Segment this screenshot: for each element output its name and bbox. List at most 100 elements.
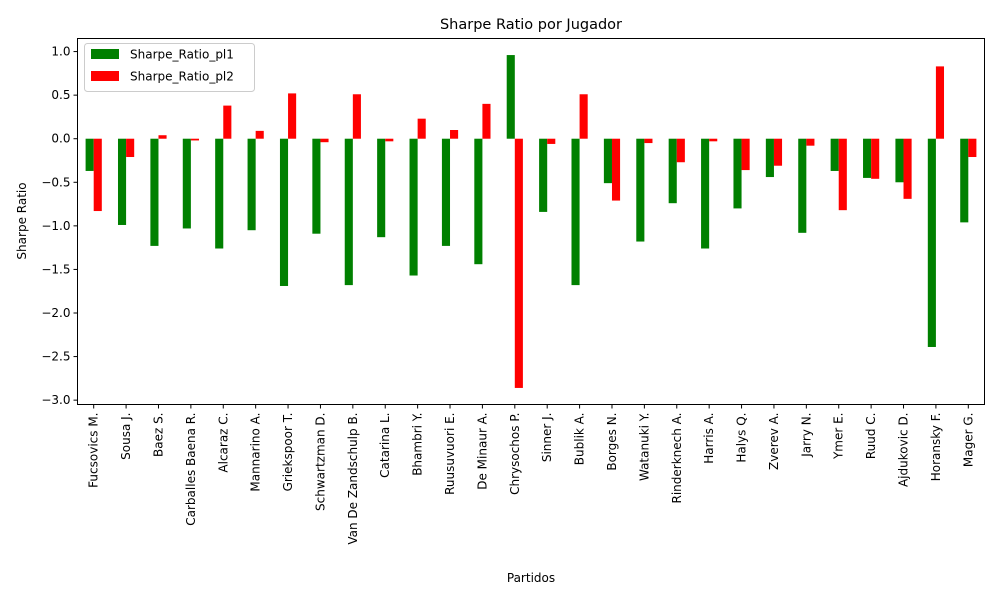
legend-label-1: Sharpe_Ratio_pl1: [130, 48, 234, 62]
chart-title: Sharpe Ratio por Jugador: [440, 17, 622, 33]
bar-1-2: [117, 138, 127, 225]
bar-1-24: [830, 138, 839, 171]
bar-2-4: [190, 138, 199, 141]
plot-frame: [77, 38, 985, 405]
y-tick-label-5: −1.0: [41, 219, 70, 233]
bar-2-14: [514, 138, 523, 388]
bar-2-17: [611, 138, 621, 201]
legend: Sharpe_Ratio_pl1 Sharpe_Ratio_pl2: [84, 43, 255, 92]
bar-1-8: [312, 138, 321, 234]
x-tick-label-12: Ruusuvuori E.: [443, 413, 457, 495]
bar-2-8: [320, 138, 329, 143]
bar-1-9: [344, 138, 353, 286]
y-tick-label-4: −0.5: [41, 175, 70, 189]
y-tick-label-3: 0.0: [51, 132, 70, 146]
bar-1-26: [895, 138, 904, 183]
bar-2-25: [871, 138, 880, 179]
bar-1-7: [279, 138, 289, 286]
x-tick-label-7: Griekspoor T.: [281, 413, 295, 492]
bar-1-11: [409, 138, 418, 276]
bar-1-12: [441, 138, 451, 246]
bar-2-28: [968, 138, 977, 158]
bar-1-1: [85, 138, 94, 171]
x-tick-label-14: Chrysochos P.: [508, 413, 522, 495]
x-tick-label-21: Halys Q.: [735, 413, 749, 463]
y-tick-label-8: −2.5: [41, 350, 70, 364]
bar-1-28: [960, 138, 969, 223]
x-tick-label-18: Watanuki Y.: [637, 413, 651, 482]
x-tick-label-3: Baez S.: [151, 413, 165, 458]
bar-1-27: [927, 138, 936, 347]
x-tick-label-6: Mannarino A.: [249, 413, 263, 492]
x-tick-label-19: Rinderknech A.: [670, 413, 684, 504]
bar-2-24: [838, 138, 847, 211]
bar-1-13: [474, 138, 483, 265]
bar-2-23: [806, 138, 815, 146]
y-tick-label-2: 0.5: [51, 88, 70, 102]
bar-1-3: [150, 138, 159, 246]
legend-swatch-1: [91, 49, 119, 59]
x-tick-label-25: Ruud C.: [864, 413, 878, 460]
bar-2-22: [773, 138, 783, 166]
bar-2-15: [547, 138, 556, 144]
bar-1-16: [571, 138, 580, 286]
bar-1-5: [215, 138, 224, 249]
y-tick-label-1: 1.0: [51, 45, 70, 59]
bar-2-7: [288, 93, 297, 139]
bar-2-18: [644, 138, 653, 144]
bar-1-4: [182, 138, 191, 229]
bar-2-9: [352, 94, 361, 139]
bar-2-10: [385, 138, 394, 142]
bar-1-23: [798, 138, 807, 233]
bar-1-14: [506, 55, 515, 139]
x-tick-label-26: Ajdukovic D.: [897, 413, 911, 488]
y-tick-label-9: −3.0: [41, 393, 70, 407]
x-tick-label-9: Van De Zandschulp B.: [346, 413, 360, 545]
x-tick-label-24: Ymer E.: [832, 413, 846, 461]
bar-1-18: [636, 138, 645, 242]
bar-2-11: [417, 118, 426, 139]
bar-1-10: [377, 138, 386, 238]
bar-1-22: [765, 138, 774, 178]
bars-group: [85, 55, 977, 388]
legend-box: [84, 43, 255, 92]
bar-2-6: [255, 130, 264, 139]
x-tick-label-5: Alcaraz C.: [216, 413, 230, 473]
bar-2-27: [935, 66, 945, 139]
bar-1-20: [701, 138, 710, 249]
y-tick-label-7: −2.0: [41, 306, 70, 320]
x-tick-label-17: Borges N.: [605, 413, 619, 471]
y-axis: 1.0 0.5 0.0 −0.5 −1.0 −1.5 −2.0 −2.5 −3.0: [41, 45, 78, 407]
x-tick-label-2: Sousa J.: [119, 413, 133, 460]
x-tick-label-16: Bublik A.: [573, 413, 587, 466]
x-tick-label-15: Sinner J.: [540, 413, 554, 463]
x-axis-title: Partidos: [507, 571, 555, 585]
x-tick-label-27: Horansky F.: [929, 413, 943, 482]
y-axis-title: Sharpe Ratio: [15, 182, 29, 259]
x-tick-label-23: Jarry N.: [799, 413, 813, 458]
bar-2-16: [579, 94, 588, 139]
x-axis: Fucsovics M. Sousa J. Baez S. Carballes Bae…: [87, 404, 975, 545]
bar-2-3: [158, 135, 167, 139]
y-tick-label-6: −1.5: [41, 262, 70, 276]
bar-2-13: [482, 103, 491, 139]
x-tick-label-1: Fucsovics M.: [87, 413, 101, 488]
bar-2-26: [903, 138, 912, 199]
x-tick-label-4: Carballes Baena R.: [184, 413, 198, 526]
bar-1-15: [539, 138, 548, 212]
bar-2-5: [223, 105, 232, 139]
bar-1-25: [863, 138, 872, 178]
x-tick-label-13: De Minaur A.: [475, 413, 489, 490]
bar-1-21: [733, 138, 742, 209]
bar-2-2: [126, 138, 135, 158]
x-tick-label-28: Mager G.: [961, 413, 975, 468]
bar-2-20: [709, 138, 718, 142]
legend-label-2: Sharpe_Ratio_pl2: [130, 70, 234, 84]
bar-2-19: [676, 138, 685, 163]
bar-2-12: [450, 130, 459, 139]
bar-1-19: [668, 138, 677, 204]
bar-1-6: [247, 138, 256, 231]
bar-2-1: [93, 138, 102, 212]
